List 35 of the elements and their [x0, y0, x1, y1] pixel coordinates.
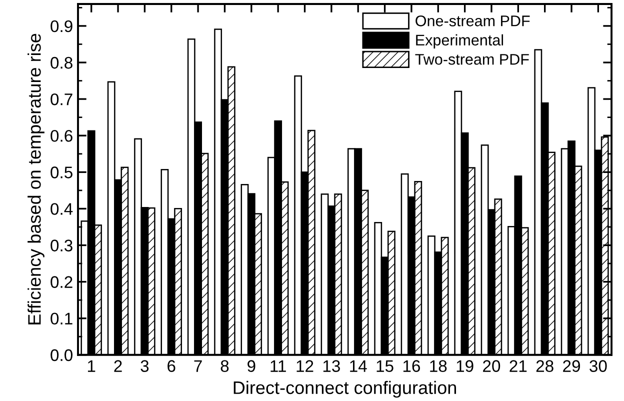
x-tick-label: 9 — [248, 360, 256, 372]
x-axis-title: Direct-connect configuration — [234, 380, 456, 398]
legend-label: Two-stream PDF — [415, 54, 529, 65]
y-tick-label: 0.6 — [50, 130, 72, 142]
x-tick-label: 28 — [536, 360, 554, 372]
x-tick-label: 13 — [323, 360, 340, 372]
x-tick-label: 20 — [483, 360, 500, 372]
x-tick-label: 16 — [403, 360, 420, 372]
y-tick-label: 0.3 — [50, 240, 72, 252]
x-tick-label: 21 — [510, 360, 527, 372]
y-tick-label: 0.1 — [50, 312, 72, 325]
x-tick-label: 3 — [140, 360, 149, 372]
x-tick-label: 29 — [563, 360, 580, 372]
y-tick-label: 0.7 — [50, 93, 72, 106]
x-tick-label: 11 — [270, 360, 286, 372]
x-tick-label: 6 — [168, 360, 176, 372]
x-tick-label: 8 — [220, 360, 229, 372]
y-tick-label: 0.9 — [50, 20, 72, 32]
x-tick-label: 19 — [456, 360, 474, 372]
y-tick-label: 0.0 — [50, 349, 72, 362]
y-tick-label: 0.8 — [50, 56, 72, 69]
x-tick-label: 30 — [590, 360, 607, 372]
x-tick-label: 2 — [114, 360, 122, 372]
y-tick-label: 0.5 — [50, 166, 72, 178]
x-tick-label: 12 — [296, 360, 314, 372]
y-tick-label: 0.4 — [50, 203, 73, 215]
y-axis-title: Efficiency based on temperature rise — [28, 34, 44, 324]
legend-label: Experimental — [416, 34, 504, 49]
x-tick-label: 14 — [350, 360, 367, 372]
x-tick-label: 18 — [430, 360, 447, 372]
x-tick-label: 15 — [376, 360, 394, 372]
x-tick-label: 1 — [88, 360, 96, 372]
x-tick-label: 7 — [194, 360, 202, 372]
y-tick-label: 0.2 — [50, 276, 72, 288]
legend-label: One-stream PDF — [416, 15, 530, 26]
